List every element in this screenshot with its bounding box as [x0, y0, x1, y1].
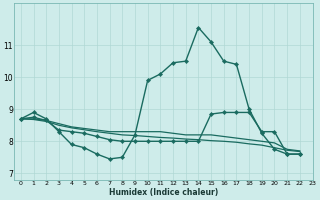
X-axis label: Humidex (Indice chaleur): Humidex (Indice chaleur)	[109, 188, 218, 197]
